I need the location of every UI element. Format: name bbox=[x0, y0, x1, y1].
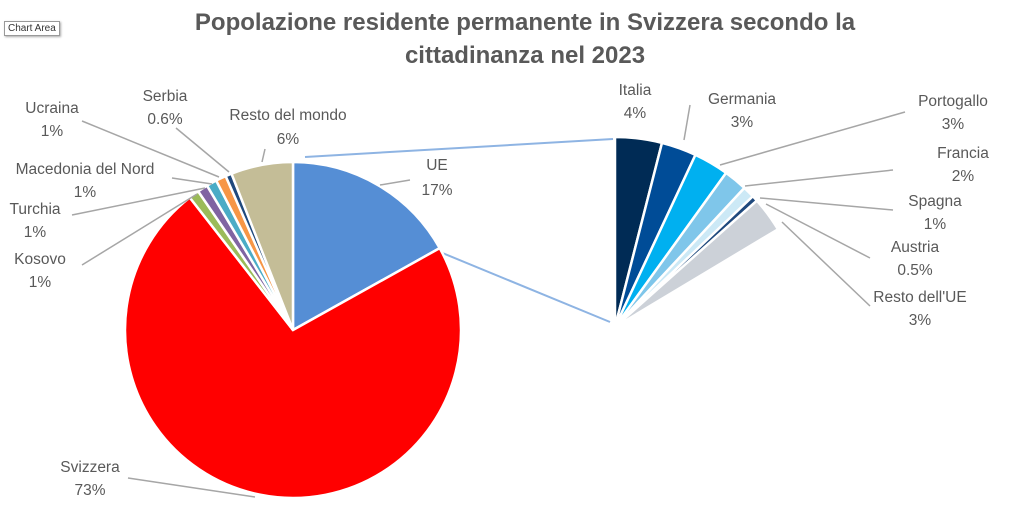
data-label-name: Svizzera bbox=[60, 459, 120, 476]
data-label-value: 3% bbox=[731, 114, 754, 131]
data-label-value: 1% bbox=[29, 274, 52, 291]
connector-line-bottom bbox=[439, 251, 611, 323]
data-label-value: 0.5% bbox=[897, 262, 933, 279]
leader-line bbox=[683, 104, 691, 141]
leader-line bbox=[781, 221, 871, 307]
data-label-value: 3% bbox=[909, 312, 932, 329]
leader-line bbox=[261, 148, 266, 163]
leader-line bbox=[759, 197, 894, 211]
data-label-name: Austria bbox=[891, 239, 940, 256]
data-label-name: Resto dell'UE bbox=[873, 289, 966, 306]
data-label-value: 73% bbox=[74, 482, 105, 499]
data-label-name: Resto del mondo bbox=[229, 107, 346, 124]
data-label-name: Portogallo bbox=[918, 93, 988, 110]
data-label-value: 3% bbox=[942, 116, 965, 133]
leader-line bbox=[81, 120, 220, 178]
leader-line bbox=[765, 203, 871, 259]
data-label-value: 1% bbox=[24, 224, 47, 241]
data-label-name: Macedonia del Nord bbox=[16, 161, 155, 178]
data-label-name: Kosovo bbox=[14, 251, 66, 268]
leader-line bbox=[127, 477, 256, 498]
chart-title: Popolazione residente permanente in Sviz… bbox=[194, 9, 856, 69]
leader-line bbox=[71, 187, 206, 216]
data-label-name: Germania bbox=[708, 91, 776, 108]
data-label-name: Francia bbox=[937, 145, 989, 162]
data-label-value: 1% bbox=[41, 123, 64, 140]
data-label-value: 1% bbox=[74, 184, 97, 201]
leader-line bbox=[719, 111, 906, 166]
pie-slice-svizzera bbox=[123, 195, 463, 500]
leader-line bbox=[744, 169, 894, 187]
connector-line-top bbox=[304, 138, 614, 158]
data-label-name: UE bbox=[426, 157, 448, 174]
secondary-slice-resto-dell-ue bbox=[614, 198, 780, 329]
pie-slice-resto-del-mondo bbox=[229, 160, 295, 331]
data-label-value: 17% bbox=[421, 182, 452, 199]
data-label-value: 0.6% bbox=[147, 111, 183, 128]
data-label-value: 4% bbox=[624, 105, 647, 122]
leader-line bbox=[81, 193, 198, 266]
leader-line bbox=[171, 177, 213, 185]
data-label-value: 1% bbox=[924, 216, 947, 233]
data-label-value: 6% bbox=[277, 131, 300, 148]
data-label-name: Italia bbox=[619, 82, 652, 99]
chart-area-tooltip: Chart Area bbox=[4, 21, 60, 36]
leader-line bbox=[379, 179, 411, 186]
data-label-name: Ucraina bbox=[25, 100, 79, 117]
data-label-name: Spagna bbox=[908, 193, 962, 210]
pie-slice-ue bbox=[291, 160, 442, 333]
data-label-value: 2% bbox=[952, 168, 975, 185]
leader-line bbox=[175, 127, 230, 173]
data-label-name: Serbia bbox=[143, 88, 188, 105]
data-label-name: Turchia bbox=[9, 201, 60, 218]
